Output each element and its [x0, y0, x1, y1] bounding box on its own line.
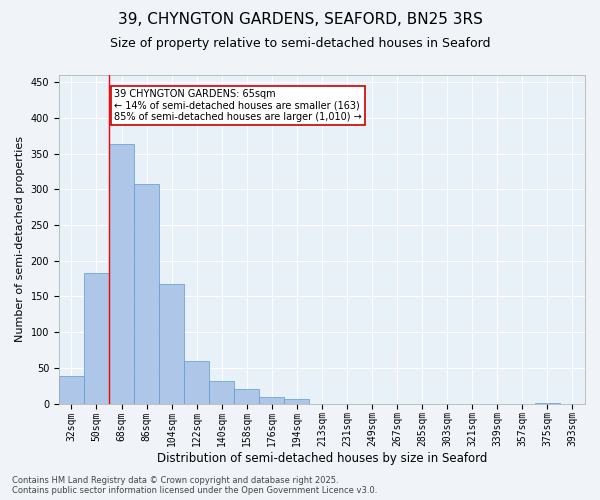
Y-axis label: Number of semi-detached properties: Number of semi-detached properties: [15, 136, 25, 342]
Text: 39, CHYNGTON GARDENS, SEAFORD, BN25 3RS: 39, CHYNGTON GARDENS, SEAFORD, BN25 3RS: [118, 12, 482, 28]
Bar: [84, 273, 109, 404]
Bar: [535, 403, 560, 404]
Bar: [159, 284, 184, 404]
Bar: [134, 184, 159, 404]
X-axis label: Distribution of semi-detached houses by size in Seaford: Distribution of semi-detached houses by …: [157, 452, 487, 465]
Bar: [59, 376, 84, 404]
Bar: [184, 360, 209, 404]
Bar: [109, 144, 134, 404]
Text: Size of property relative to semi-detached houses in Seaford: Size of property relative to semi-detach…: [110, 38, 490, 51]
Bar: [209, 380, 234, 404]
Text: 39 CHYNGTON GARDENS: 65sqm
← 14% of semi-detached houses are smaller (163)
85% o: 39 CHYNGTON GARDENS: 65sqm ← 14% of semi…: [114, 90, 362, 122]
Text: Contains HM Land Registry data © Crown copyright and database right 2025.
Contai: Contains HM Land Registry data © Crown c…: [12, 476, 377, 495]
Bar: [284, 400, 310, 404]
Bar: [234, 390, 259, 404]
Bar: [259, 397, 284, 404]
